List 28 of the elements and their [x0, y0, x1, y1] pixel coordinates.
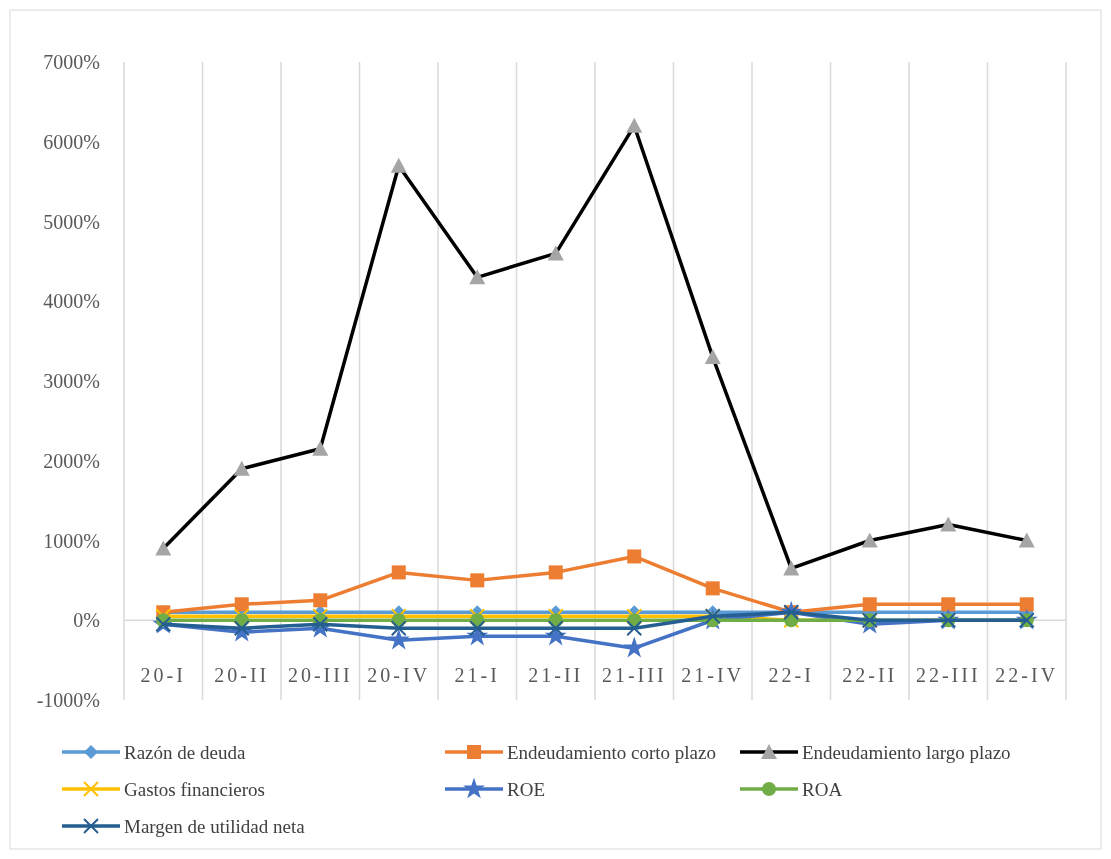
y-tick-label: 3000% [43, 370, 100, 392]
x-tick-label: 22-IV [995, 664, 1059, 687]
x-tick-label: 20-II [214, 664, 270, 687]
x-tick-label: 21-IV [681, 664, 745, 687]
y-tick-label: 7000% [43, 51, 100, 73]
x-tick-label: 20-I [140, 664, 186, 687]
y-tick-label: 6000% [43, 130, 100, 153]
legend-label: ROE [507, 778, 545, 800]
legend-label: Gastos financieros [124, 778, 265, 800]
y-tick-label: 4000% [43, 290, 100, 313]
x-tick-label: 21-III [601, 664, 667, 687]
legend-label: Endeudamiento corto plazo [507, 741, 716, 763]
x-tick-label: 22-I [768, 664, 814, 687]
y-tick-label: -1000% [36, 689, 100, 711]
x-tick-label: 21-II [528, 664, 584, 687]
legend-label: Razón de deuda [124, 741, 246, 763]
legend-label: Endeudamiento largo plazo [802, 741, 1011, 763]
x-tick-label: 21-I [454, 664, 500, 687]
x-tick-label: 22-III [915, 664, 981, 687]
x-tick-label: 20-IV [367, 664, 431, 687]
y-tick-label: 5000% [43, 210, 100, 233]
x-tick-label: 20-III [287, 664, 353, 687]
y-tick-label: 2000% [43, 449, 100, 472]
x-tick-label: 22-II [842, 664, 898, 687]
y-tick-label: 0% [73, 609, 100, 632]
y-tick-label: 1000% [43, 529, 100, 552]
legend-label: Margen de utilidad neta [124, 815, 306, 837]
legend-label: ROA [802, 778, 843, 800]
